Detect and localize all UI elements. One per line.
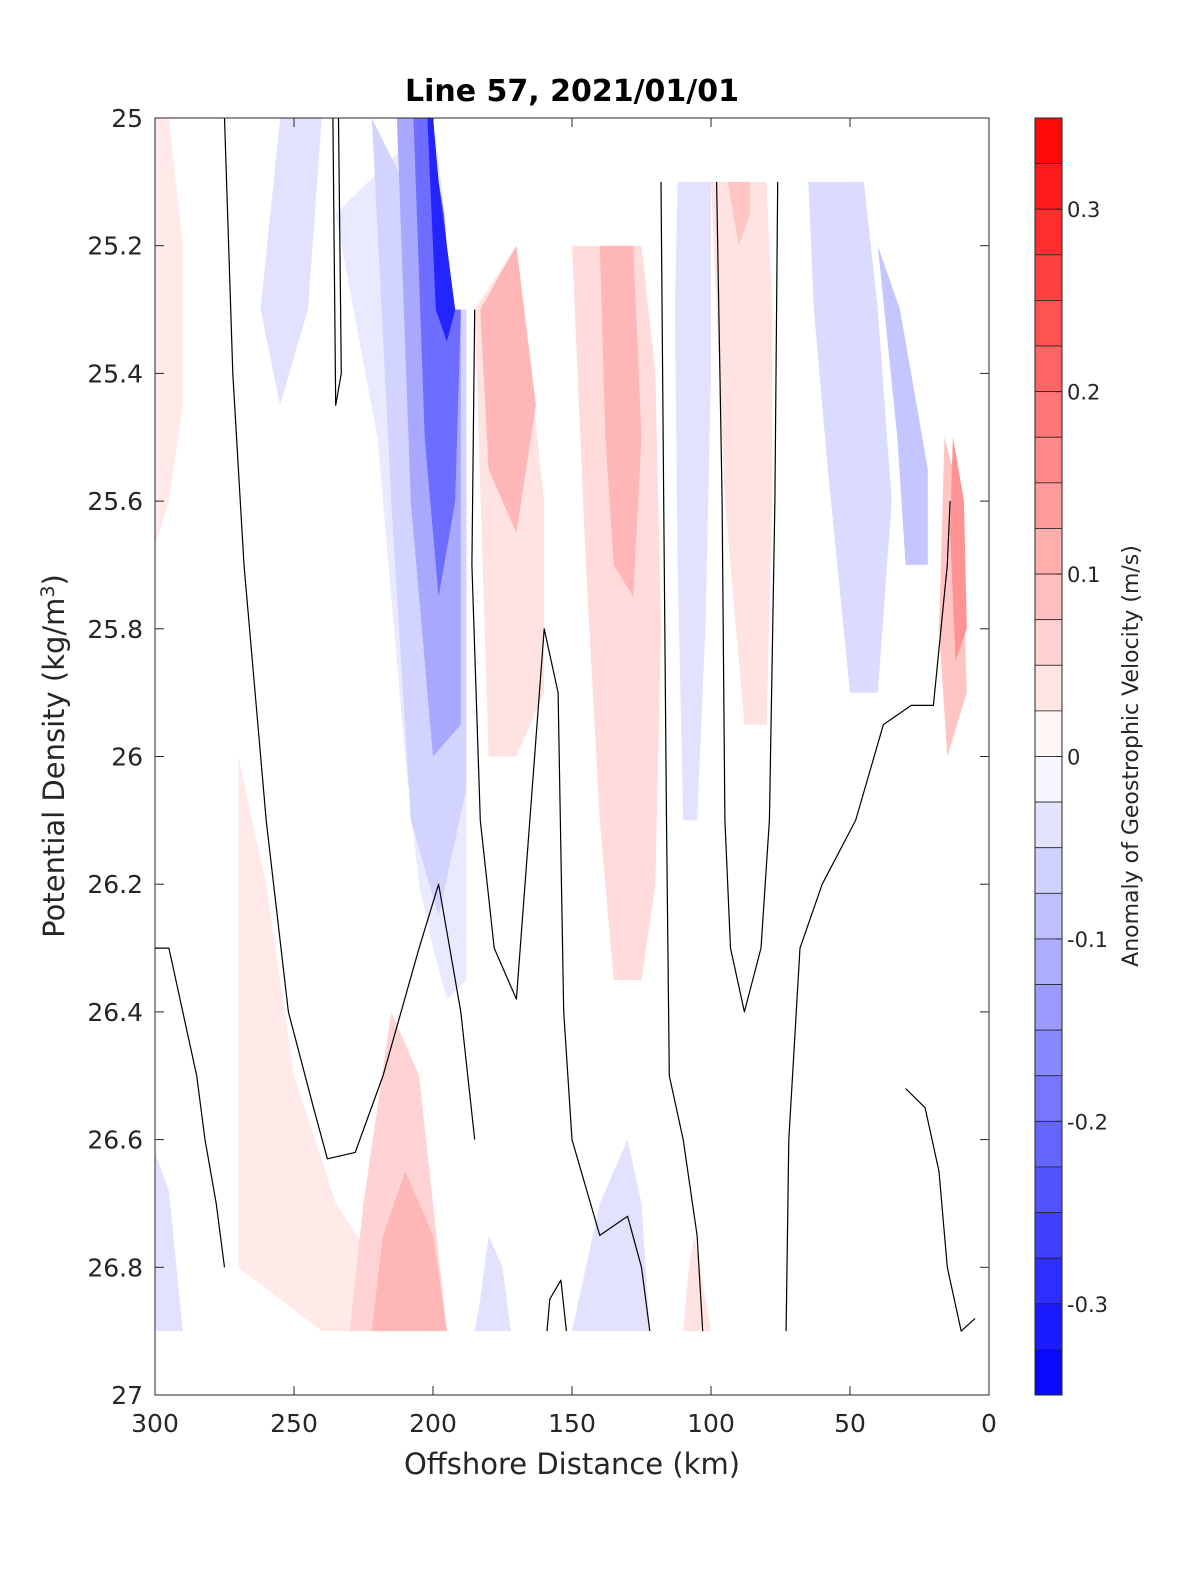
colorbar-frame: [1034, 117, 1063, 1396]
zero-contour-line-7: [905, 1088, 976, 1332]
velocity-region-15: [727, 181, 750, 246]
colorbar-level: [1034, 801, 1063, 849]
velocity-region-11: [480, 245, 536, 533]
colorbar: [1034, 117, 1063, 1396]
zero-contour-line-3: [471, 309, 651, 1332]
velocity-region-13: [599, 245, 642, 597]
velocity-region-21: [155, 1152, 183, 1332]
velocity-region-17: [808, 181, 892, 693]
colorbar-level: [1034, 847, 1063, 894]
colorbar-level: [1034, 892, 1063, 940]
x-tick-label: 250: [270, 1409, 318, 1438]
colorbar-level: [1034, 436, 1063, 484]
colorbar-level: [1034, 117, 1063, 165]
velocity-region-16: [674, 181, 711, 821]
colorbar-label: Anomaly of Geostrophic Velocity (m/s): [1119, 545, 1144, 967]
zero-contour-line-1: [155, 947, 226, 1268]
x-tick-label: 100: [687, 1409, 735, 1438]
colorbar-level: [1034, 984, 1063, 1031]
y-tick-label: 26: [111, 743, 143, 772]
colorbar-level: [1034, 1257, 1063, 1305]
colorbar-tick-label: -0.3: [1067, 1293, 1108, 1317]
colorbar-level: [1034, 710, 1063, 757]
y-tick-label: 26.2: [87, 870, 143, 899]
colorbar-level: [1034, 391, 1063, 438]
plot-frame: [154, 117, 990, 1396]
colorbar-tick-label: 0: [1067, 746, 1080, 770]
colorbar-level: [1034, 1166, 1063, 1213]
x-axis-label: Offshore Distance (km): [404, 1447, 740, 1481]
y-tick-label: 26.4: [87, 998, 143, 1027]
colorbar-level: [1034, 1029, 1063, 1077]
zero-contour-line-6: [785, 501, 951, 1332]
colorbar-level: [1034, 345, 1063, 393]
y-tick-label: 26.8: [87, 1253, 143, 1282]
colorbar-level: [1034, 756, 1063, 803]
y-tick-label: 27: [111, 1381, 143, 1410]
zero-contour-line-2: [332, 118, 342, 406]
colorbar-level: [1034, 938, 1063, 985]
filled-contours: [155, 118, 989, 1395]
chart-title: Line 57, 2021/01/01: [405, 74, 739, 109]
y-tick-label: 25.8: [87, 615, 143, 644]
y-tick-label: 25.4: [87, 359, 143, 388]
colorbar-level: [1034, 163, 1063, 210]
y-tick-labels: 25 25.2 25.4 25.6 25.8 26 26.2 26.4 26.6 26.8 27: [87, 104, 143, 1410]
zero-contour-line-0: [223, 118, 476, 1160]
x-tick-labels: 300 250 200 150 100 50 0: [131, 1409, 997, 1438]
colorbar-level: [1034, 300, 1063, 347]
zero-contours: [155, 118, 976, 1332]
colorbar-tick-label: 0.2: [1067, 381, 1100, 405]
colorbar-tick-label: -0.2: [1067, 1110, 1108, 1134]
velocity-region-5: [413, 118, 461, 597]
y-tick-label: 25.6: [87, 487, 143, 516]
y-axis-label-tail: ): [37, 574, 71, 585]
velocity-region-22: [474, 1235, 511, 1332]
colorbar-level: [1034, 528, 1063, 575]
y-axis-label-sup: 3: [37, 585, 59, 597]
x-tick-label: 300: [131, 1409, 179, 1438]
y-axis-label-main: Potential Density (kg/m: [37, 598, 71, 938]
velocity-region-14: [711, 181, 773, 725]
colorbar-tick-labels: 0.3 0.2 0.1 0 -0.1 -0.2 -0.3: [1067, 198, 1108, 1317]
colorbar-level: [1034, 1212, 1063, 1259]
colorbar-level: [1034, 573, 1063, 621]
x-tick-label: 50: [834, 1409, 866, 1438]
y-tick-label: 26.6: [87, 1126, 143, 1155]
colorbar-level: [1034, 208, 1063, 256]
colorbar-level: [1034, 619, 1063, 666]
colorbar-level: [1034, 1303, 1063, 1350]
velocity-region-18: [877, 245, 928, 565]
colorbar-level: [1034, 254, 1063, 301]
zero-contour-line-4: [660, 181, 704, 1332]
colorbar-level: [1034, 664, 1063, 712]
velocity-region-23: [572, 1139, 650, 1332]
velocity-region-7: [238, 756, 433, 1332]
y-tick-label: 25.2: [87, 232, 143, 261]
velocity-region-1: [260, 118, 322, 406]
zero-contour-line-5: [716, 181, 779, 1013]
colorbar-level: [1034, 482, 1063, 529]
x-tick-label: 150: [548, 1409, 596, 1438]
velocity-region-24: [683, 1235, 711, 1332]
y-axis-label: Potential Density (kg/m3): [37, 574, 71, 938]
colorbar-tick-label: -0.1: [1067, 928, 1108, 952]
colorbar-level: [1034, 1075, 1063, 1122]
x-tick-label: 0: [981, 1409, 997, 1438]
velocity-region-0: [155, 118, 183, 546]
colorbar-tick-label: 0.3: [1067, 198, 1100, 222]
colorbar-level: [1034, 1348, 1063, 1396]
y-tick-label: 25: [111, 104, 143, 133]
velocity-region-20: [950, 437, 967, 661]
x-tick-label: 200: [409, 1409, 457, 1438]
colorbar-level: [1034, 1120, 1063, 1168]
no-data-region-0: [433, 118, 850, 310]
velocity-region-9: [371, 1171, 447, 1332]
velocity-region-6: [427, 118, 456, 342]
colorbar-tick-label: 0.1: [1067, 563, 1100, 587]
no-data-region-1: [155, 1331, 989, 1395]
zero-contour-line-8: [546, 1279, 567, 1332]
